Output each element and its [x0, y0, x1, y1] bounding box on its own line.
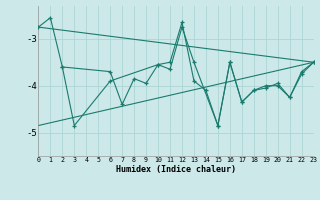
X-axis label: Humidex (Indice chaleur): Humidex (Indice chaleur): [116, 165, 236, 174]
